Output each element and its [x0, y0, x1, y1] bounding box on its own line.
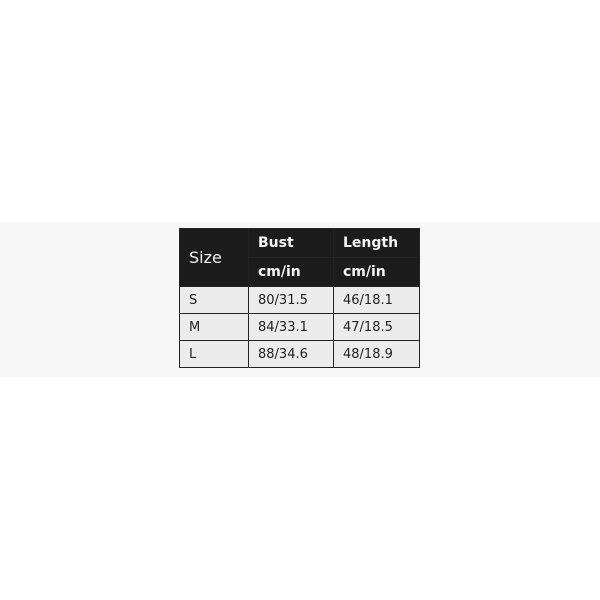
cell-length: 46/18.1 [333, 286, 420, 314]
cell-length: 48/18.9 [333, 340, 420, 368]
cell-size: L [179, 340, 249, 368]
header-row: Size Bust Length [179, 228, 420, 287]
cell-bust: 88/34.6 [248, 340, 334, 368]
header-bust: Bust [248, 228, 334, 258]
header-length-unit: cm/in [333, 257, 420, 287]
table-row: M 84/33.1 47/18.5 [179, 313, 420, 341]
table-row: S 80/31.5 46/18.1 [179, 286, 420, 314]
cell-length: 47/18.5 [333, 313, 420, 341]
header-bust-unit: cm/in [248, 257, 334, 287]
header-size: Size [179, 228, 249, 287]
cell-size: M [179, 313, 249, 341]
header-length: Length [333, 228, 420, 258]
unit-row: cm/in cm/in [180, 257, 420, 287]
cell-bust: 84/33.1 [248, 313, 334, 341]
cell-size: S [179, 286, 249, 314]
size-chart-table: Size Bust Length cm/in cm/in S 80/31.5 4… [179, 228, 420, 368]
table-row: L 88/34.6 48/18.9 [179, 340, 420, 368]
cell-bust: 80/31.5 [248, 286, 334, 314]
